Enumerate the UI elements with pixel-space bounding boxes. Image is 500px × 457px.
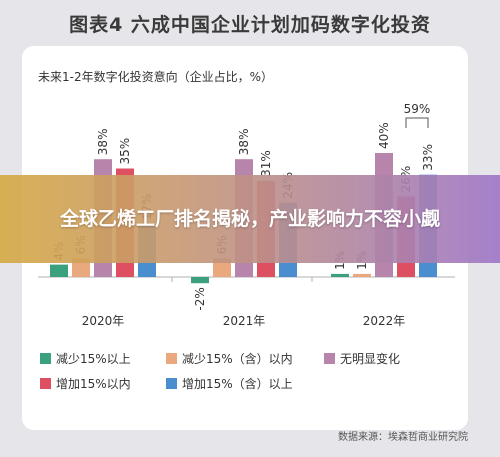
legend-label: 增加15%以内 — [56, 377, 131, 391]
data-label: 40% — [377, 122, 391, 149]
legend: 减少15%以上 减少15%（含）以内 无明显变化增加15%以内 增加15%（含）以上 — [40, 350, 460, 392]
legend-swatch — [166, 378, 177, 389]
chart-title: 未来1-2年数字化投资意向（企业占比，%） — [38, 70, 274, 84]
legend-item: 增加15%（含）以上 — [166, 375, 324, 392]
legend-label: 增加15%（含）以上 — [182, 377, 293, 391]
legend-swatch — [324, 353, 335, 364]
legend-item: 减少15%以上 — [40, 350, 166, 367]
bar — [72, 258, 90, 277]
data-label: 38% — [237, 129, 251, 156]
data-label: 31% — [259, 150, 273, 177]
header: 图表4 六成中国企业计划加码数字化投资 — [0, 0, 500, 46]
legend-label: 减少15%（含）以内 — [182, 352, 293, 366]
bar — [50, 264, 68, 277]
bar — [331, 273, 349, 277]
legend-item: 无明显变化 — [324, 350, 444, 367]
bar — [191, 277, 209, 284]
data-label: 35% — [118, 138, 132, 165]
legend-swatch — [40, 353, 51, 364]
category-label: 2021年 — [223, 314, 266, 328]
category-label: 2020年 — [82, 314, 125, 328]
legend-label: 无明显变化 — [340, 352, 401, 366]
legend-swatch — [40, 378, 51, 389]
bar — [213, 258, 231, 277]
figure-title: 图表4 六成中国企业计划加码数字化投资 — [69, 13, 431, 36]
data-label: -2% — [193, 287, 207, 310]
legend-item: 增加15%以内 — [40, 375, 166, 392]
annotation-bracket — [405, 117, 429, 128]
annotation-label: 59% — [404, 102, 431, 116]
bar — [353, 273, 371, 277]
legend-item: 减少15%（含）以内 — [166, 350, 324, 367]
category-label: 2022年 — [363, 314, 406, 328]
headline-banner: 全球乙烯工厂排名揭秘，产业影响力不容小觑 — [0, 175, 500, 263]
data-label: 38% — [96, 129, 110, 156]
legend-swatch — [166, 353, 177, 364]
source-note: 数据来源：埃森哲商业研究院 — [338, 432, 468, 443]
legend-label: 减少15%以上 — [56, 352, 131, 366]
headline-text: 全球乙烯工厂排名揭秘，产业影响力不容小觑 — [59, 208, 440, 230]
data-label: 33% — [421, 144, 435, 171]
